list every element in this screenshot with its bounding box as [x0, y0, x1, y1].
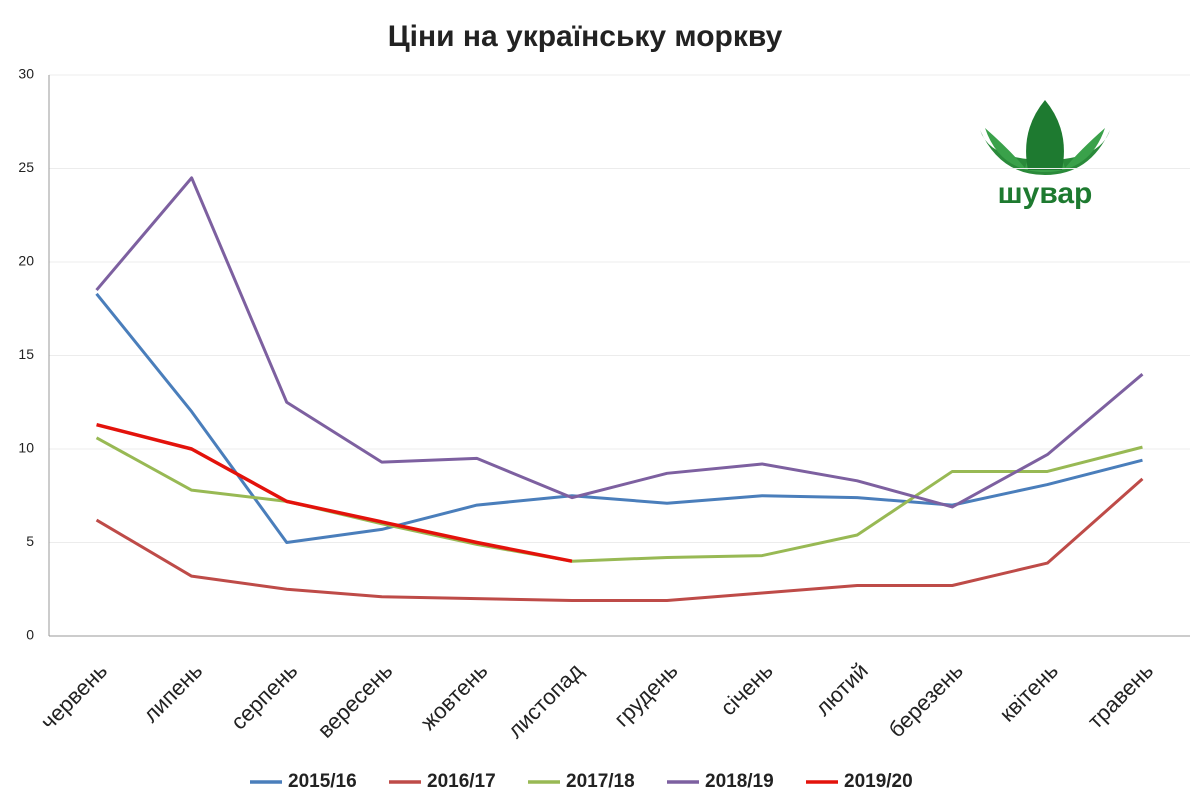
y-tick-label: 25: [18, 159, 34, 175]
series-line: [95, 176, 1144, 509]
legend-label: 2018/19: [705, 771, 774, 792]
y-tick-label: 20: [18, 253, 34, 269]
series-line: [95, 292, 1143, 544]
x-tick-label: листопад: [503, 658, 588, 743]
logo: шувар: [980, 100, 1110, 210]
legend-label: 2016/17: [427, 771, 496, 792]
y-tick-label: 10: [18, 440, 34, 456]
logo-text: шувар: [998, 177, 1093, 210]
y-tick-label: 0: [26, 627, 34, 643]
x-tick-label: лютий: [810, 658, 873, 721]
chart-title: Ціни на українську моркву: [388, 20, 783, 53]
series-line: [95, 477, 1144, 602]
x-tick-label: травень: [1083, 658, 1159, 734]
x-tick-label: березень: [884, 658, 968, 742]
x-tick-label: липень: [138, 658, 207, 727]
legend-label: 2015/16: [288, 771, 357, 792]
x-tick-label: червень: [36, 658, 113, 735]
x-tick-label: жовтень: [416, 658, 493, 735]
series-line: [96, 422, 573, 563]
legend-label: 2019/20: [844, 771, 913, 792]
y-tick-label: 15: [18, 346, 34, 362]
x-tick-label: січень: [715, 658, 777, 720]
y-tick-label: 30: [18, 66, 34, 82]
series-line: [95, 436, 1143, 563]
x-tick-label: квітень: [995, 658, 1064, 727]
x-tick-label: вересень: [313, 658, 398, 743]
logo-shape: [1026, 100, 1064, 170]
x-tick-label: серпень: [226, 658, 303, 735]
x-tick-label: грудень: [609, 658, 683, 732]
legend-label: 2017/18: [566, 771, 635, 792]
y-tick-label: 5: [26, 533, 34, 549]
